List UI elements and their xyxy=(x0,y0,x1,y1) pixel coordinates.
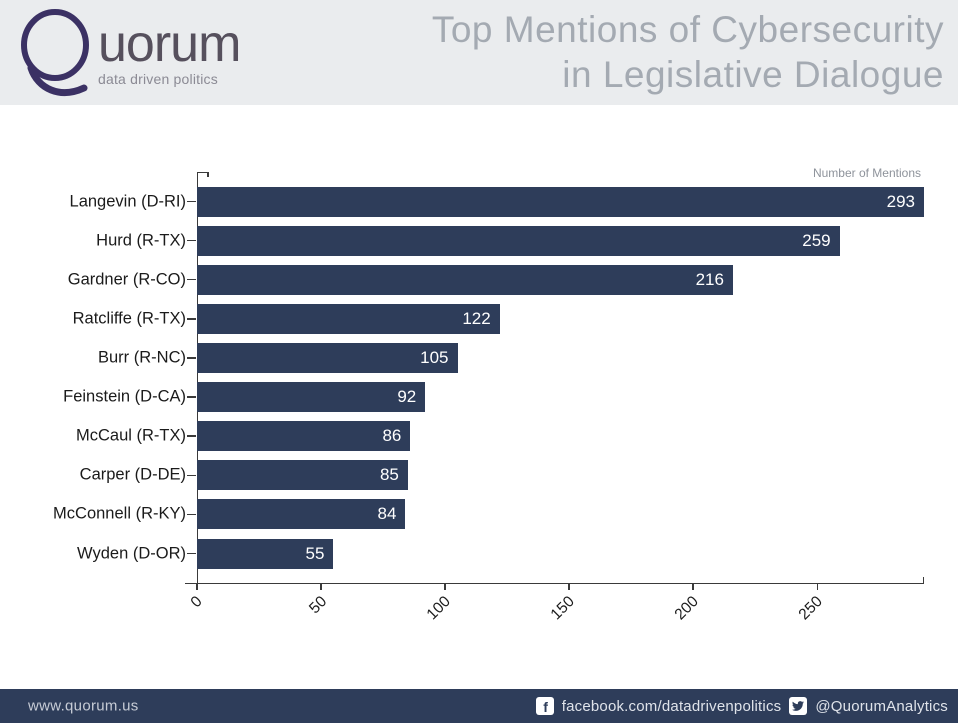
bar: 85 xyxy=(197,460,408,491)
y-tick xyxy=(187,513,196,516)
y-axis-top-cap xyxy=(196,171,209,173)
category-label: Gardner (R-CO) xyxy=(67,270,186,289)
x-axis-line xyxy=(185,582,924,584)
chart-row: Gardner (R-CO) 216 xyxy=(0,264,964,295)
x-tick-label: 250 xyxy=(796,593,827,624)
value-label: 105 xyxy=(420,347,449,367)
facebook-icon: f xyxy=(535,697,554,715)
x-tick-label: 200 xyxy=(671,593,703,624)
chart-row: Feinstein (D-CA) 92 xyxy=(0,382,964,413)
value-label: 293 xyxy=(886,191,915,211)
category-label: Burr (R-NC) xyxy=(98,348,186,367)
value-label: 92 xyxy=(397,387,417,407)
x-axis-end-cap xyxy=(922,576,924,584)
logo-text: uorum data driven politics xyxy=(98,5,241,97)
chart-row: Burr (R-NC) 105 xyxy=(0,342,964,373)
twitter-handle: @QuorumAnalytics xyxy=(815,697,948,715)
x-tick xyxy=(196,583,198,590)
value-label: 259 xyxy=(802,230,831,250)
y-tick xyxy=(187,552,196,555)
bar: 86 xyxy=(197,421,411,452)
chart-row: Hurd (R-TX) 259 xyxy=(0,225,964,256)
y-tick xyxy=(187,318,196,320)
value-label: 85 xyxy=(379,465,399,485)
x-tick xyxy=(692,583,694,590)
chart-title-line2: in Legislative Dialogue xyxy=(562,54,944,95)
y-axis-top-cap-end xyxy=(207,171,209,177)
bar: 293 xyxy=(197,186,924,217)
quorum-q-icon xyxy=(21,9,89,96)
y-tick xyxy=(187,357,196,359)
bar: 122 xyxy=(197,303,500,334)
x-tick xyxy=(444,583,446,590)
header: uorum data driven politics Top Mentions … xyxy=(0,0,958,105)
value-label: 216 xyxy=(695,269,724,289)
category-label: Feinstein (D-CA) xyxy=(63,387,186,406)
chart-row: Wyden (D-OR) 55 xyxy=(0,538,964,569)
bar: 55 xyxy=(197,538,334,569)
y-axis-line xyxy=(196,172,198,583)
category-label: Ratcliffe (R-TX) xyxy=(72,309,186,328)
bar: 84 xyxy=(197,499,406,530)
x-tick-label: 0 xyxy=(187,593,207,612)
social-links: f facebook.com/datadrivenpolitics @Quoru… xyxy=(535,689,948,723)
value-label: 84 xyxy=(377,504,397,524)
logo-wordmark: uorum xyxy=(98,15,241,73)
facebook-url: facebook.com/datadrivenpolitics xyxy=(561,697,782,715)
x-tick xyxy=(568,583,570,590)
quorum-logo: uorum data driven politics xyxy=(14,5,241,97)
chart-title-line1: Top Mentions of Cybersecurity xyxy=(431,9,944,50)
value-label: 55 xyxy=(305,543,325,563)
y-tick xyxy=(187,474,196,477)
y-tick xyxy=(187,396,196,398)
bar: 105 xyxy=(197,342,458,373)
y-tick xyxy=(187,200,196,203)
twitter-icon xyxy=(789,697,808,715)
value-label: 86 xyxy=(382,426,402,446)
bar: 92 xyxy=(197,382,426,413)
category-label: Langevin (D-RI) xyxy=(69,192,186,210)
footer: www.quorum.us f facebook.com/datadrivenp… xyxy=(0,689,958,723)
bar: 216 xyxy=(197,264,733,295)
y-tick xyxy=(187,239,196,242)
x-tick-label: 150 xyxy=(547,593,579,624)
chart-row: Langevin (D-RI) 293 xyxy=(0,186,964,217)
chart-row: Carper (D-DE) 85 xyxy=(0,460,964,491)
x-tick-label: 100 xyxy=(423,593,455,624)
y-tick xyxy=(187,278,196,281)
chart-title: Top Mentions of Cybersecurity in Legisla… xyxy=(432,7,944,97)
x-tick xyxy=(320,583,322,590)
bar: 259 xyxy=(197,225,840,256)
y-tick xyxy=(187,435,196,437)
category-label: McConnell (R-KY) xyxy=(53,504,186,523)
chart-row: McConnell (R-KY) 84 xyxy=(0,499,964,530)
value-label: 122 xyxy=(462,308,491,328)
chart-row: Ratcliffe (R-TX) 122 xyxy=(0,303,964,334)
logo-tagline: data driven politics xyxy=(98,71,218,87)
category-label: Wyden (D-OR) xyxy=(77,544,186,563)
x-tick xyxy=(816,583,819,590)
category-label: McCaul (R-TX) xyxy=(76,426,186,445)
category-label: Hurd (R-TX) xyxy=(96,231,186,250)
chart-row: McCaul (R-TX) 86 xyxy=(0,421,964,452)
x-tick-label: 50 xyxy=(305,593,331,618)
category-label: Carper (D-DE) xyxy=(79,465,186,484)
website-url: www.quorum.us xyxy=(28,697,139,715)
axis-units-label: Number of Mentions xyxy=(812,166,921,180)
